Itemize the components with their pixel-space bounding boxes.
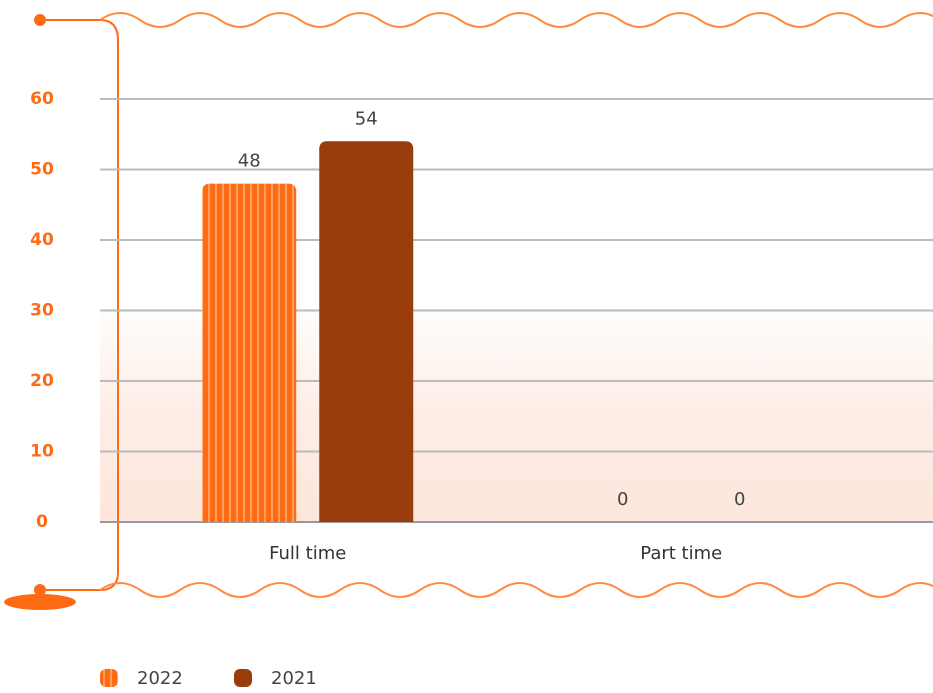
value-label: 54 bbox=[355, 108, 378, 129]
x-tick-label: Full time bbox=[269, 543, 346, 564]
y-tick-label: 40 bbox=[30, 230, 54, 250]
y-tick-label: 50 bbox=[30, 160, 54, 180]
legend-label: 2022 bbox=[137, 668, 183, 689]
y-tick-label: 30 bbox=[30, 301, 54, 321]
legend-swatch bbox=[100, 669, 118, 687]
y-tick-label: 0 bbox=[36, 512, 48, 532]
value-label: 48 bbox=[238, 151, 261, 172]
y-tick-label: 60 bbox=[30, 89, 54, 109]
bracket bbox=[99, 19, 119, 591]
base bbox=[4, 594, 76, 610]
value-label: 0 bbox=[734, 489, 745, 510]
wave bbox=[99, 12, 933, 28]
dot bbox=[34, 584, 46, 596]
legend-swatch bbox=[234, 669, 252, 687]
y-tick-label: 10 bbox=[30, 442, 54, 462]
bar bbox=[202, 183, 297, 522]
dot bbox=[34, 14, 46, 26]
waves bbox=[99, 12, 933, 598]
value-label: 0 bbox=[617, 489, 628, 510]
bar bbox=[319, 141, 414, 523]
legend-label: 2021 bbox=[271, 668, 317, 689]
x-tick-label: Part time bbox=[640, 543, 722, 564]
wave bbox=[99, 582, 933, 598]
y-tick-label: 20 bbox=[30, 371, 54, 391]
